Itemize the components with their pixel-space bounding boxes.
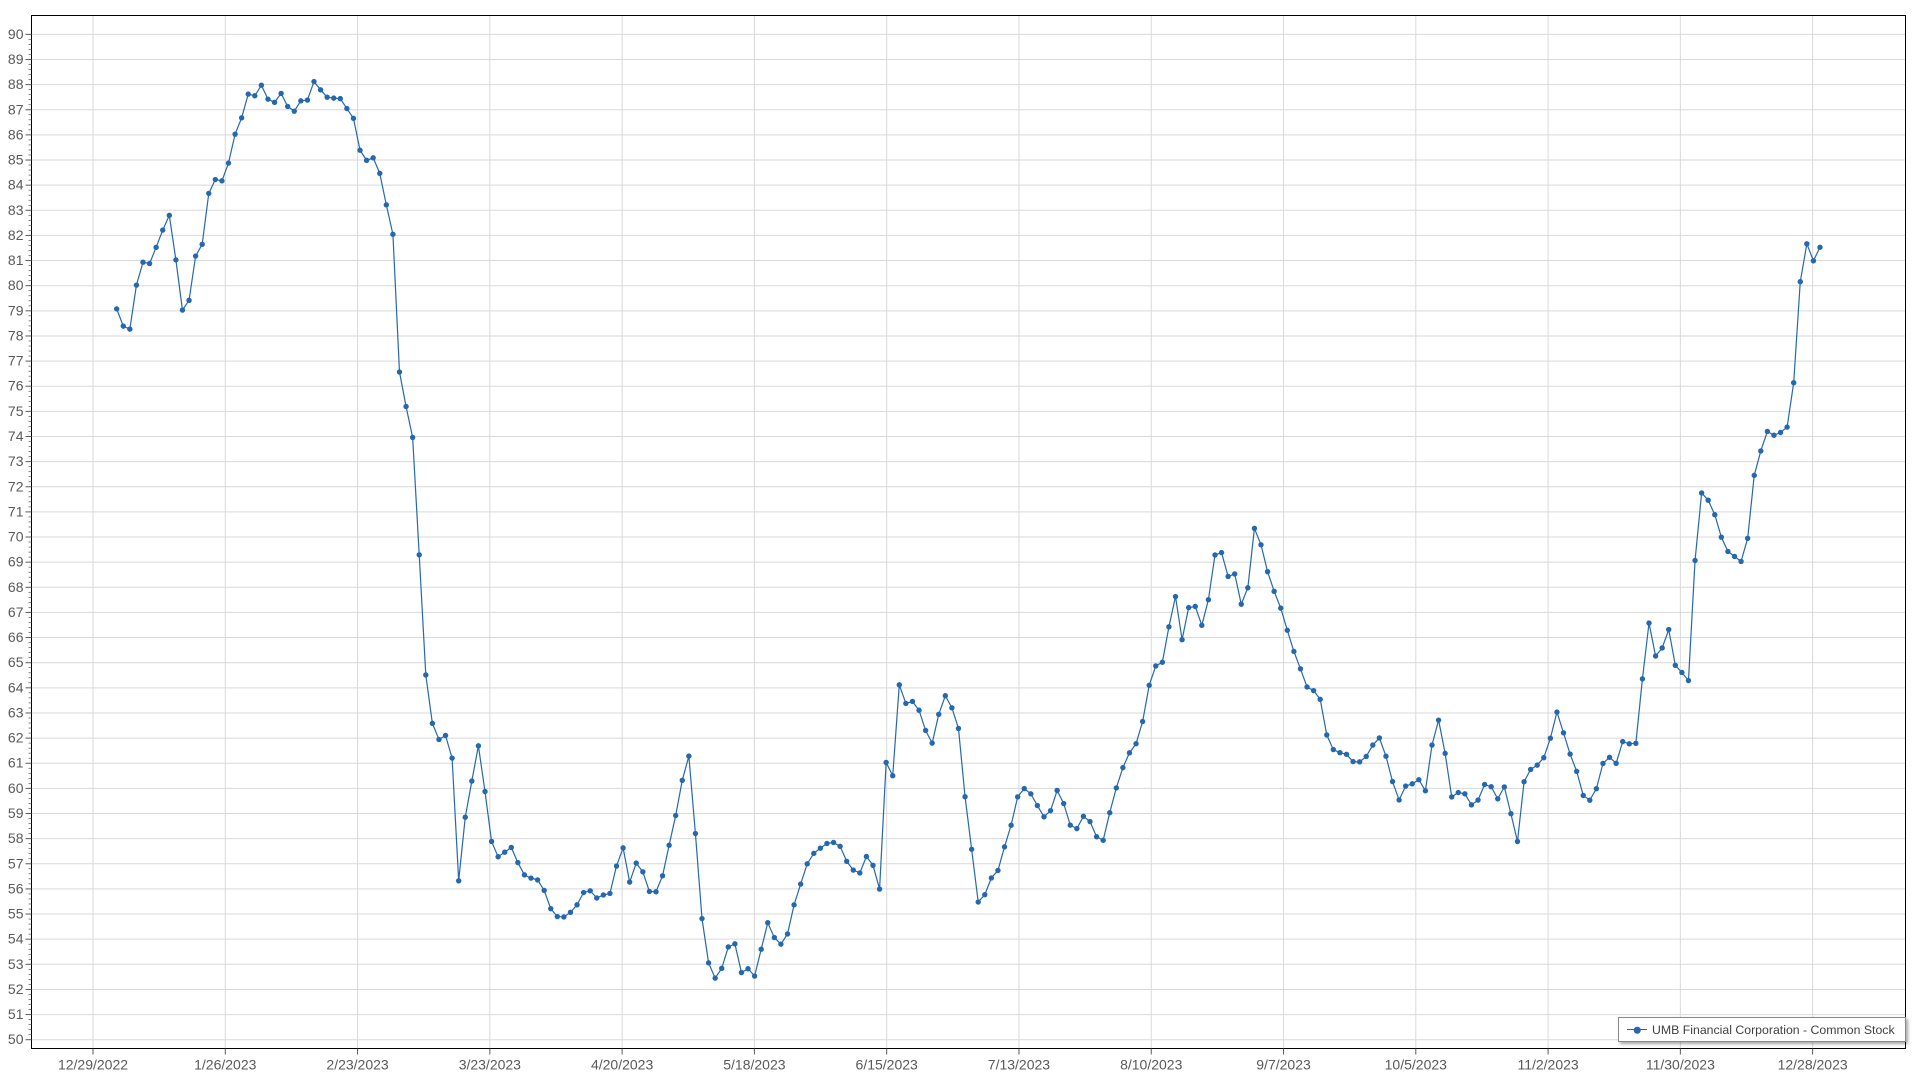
svg-text:69: 69	[8, 554, 24, 570]
svg-text:2/23/2023: 2/23/2023	[326, 1057, 388, 1073]
svg-text:7/13/2023: 7/13/2023	[988, 1057, 1050, 1073]
svg-text:82: 82	[8, 227, 24, 243]
svg-text:12/28/2023: 12/28/2023	[1778, 1057, 1848, 1073]
svg-text:60: 60	[8, 780, 24, 796]
svg-text:78: 78	[8, 327, 24, 343]
svg-text:50: 50	[8, 1031, 24, 1047]
svg-text:59: 59	[8, 805, 24, 821]
svg-text:67: 67	[8, 604, 24, 620]
svg-text:5/18/2023: 5/18/2023	[723, 1057, 785, 1073]
svg-text:86: 86	[8, 126, 24, 142]
svg-text:71: 71	[8, 503, 24, 519]
svg-text:68: 68	[8, 579, 24, 595]
svg-text:64: 64	[8, 679, 24, 695]
svg-text:81: 81	[8, 252, 24, 268]
svg-text:90: 90	[8, 26, 24, 42]
svg-text:75: 75	[8, 403, 24, 419]
svg-text:11/2/2023: 11/2/2023	[1517, 1057, 1578, 1073]
svg-text:57: 57	[8, 855, 24, 871]
svg-text:55: 55	[8, 906, 24, 922]
svg-text:12/29/2022: 12/29/2022	[58, 1057, 128, 1073]
svg-text:6/15/2023: 6/15/2023	[856, 1057, 918, 1073]
svg-text:9/7/2023: 9/7/2023	[1256, 1057, 1311, 1073]
svg-text:63: 63	[8, 704, 24, 720]
svg-text:79: 79	[8, 302, 24, 318]
svg-text:51: 51	[8, 1006, 24, 1022]
svg-text:73: 73	[8, 453, 24, 469]
svg-text:1/26/2023: 1/26/2023	[194, 1057, 256, 1073]
svg-text:70: 70	[8, 529, 24, 545]
svg-text:61: 61	[8, 755, 24, 771]
svg-text:3/23/2023: 3/23/2023	[459, 1057, 521, 1073]
svg-text:54: 54	[8, 931, 24, 947]
svg-text:74: 74	[8, 428, 24, 444]
svg-text:11/30/2023: 11/30/2023	[1646, 1057, 1715, 1073]
svg-text:66: 66	[8, 629, 24, 645]
svg-text:89: 89	[8, 51, 24, 67]
svg-text:62: 62	[8, 730, 24, 746]
svg-text:65: 65	[8, 654, 24, 670]
svg-text:87: 87	[8, 101, 24, 117]
svg-text:76: 76	[8, 378, 24, 394]
svg-text:10/5/2023: 10/5/2023	[1385, 1057, 1447, 1073]
svg-text:4/20/2023: 4/20/2023	[591, 1057, 653, 1073]
svg-text:52: 52	[8, 981, 24, 997]
svg-text:53: 53	[8, 956, 24, 972]
svg-text:56: 56	[8, 880, 24, 896]
svg-text:77: 77	[8, 353, 24, 369]
svg-text:83: 83	[8, 202, 24, 218]
svg-text:72: 72	[8, 478, 24, 494]
svg-text:85: 85	[8, 152, 24, 168]
svg-text:88: 88	[8, 76, 24, 92]
svg-text:80: 80	[8, 277, 24, 293]
svg-text:8/10/2023: 8/10/2023	[1120, 1057, 1182, 1073]
svg-text:84: 84	[8, 177, 24, 193]
svg-text:58: 58	[8, 830, 24, 846]
